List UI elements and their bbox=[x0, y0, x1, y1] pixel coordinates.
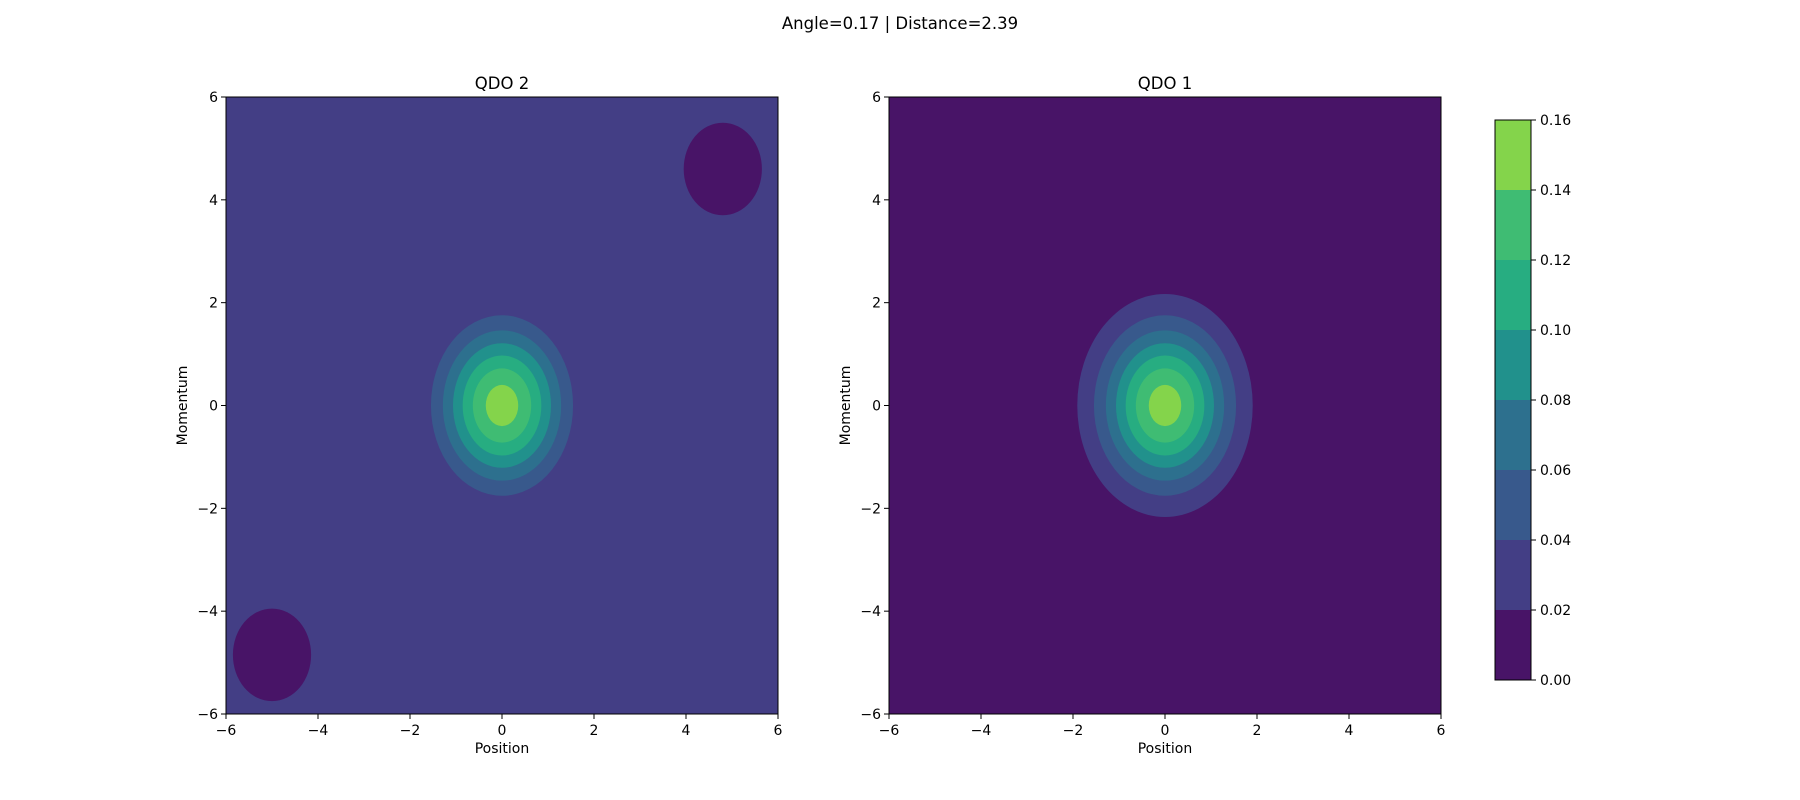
x-tick-label: −6 bbox=[879, 723, 900, 739]
colorbar: 0.00 0.02 0.04 0.06 0.08 0.10 0.12 0.14 0.16 bbox=[1494, 113, 1571, 689]
panel-title: QDO 1 bbox=[1138, 74, 1192, 93]
colorbar-band-1 bbox=[1495, 610, 1531, 680]
y-tick-label: 4 bbox=[209, 193, 218, 209]
colorbar-band-8 bbox=[1495, 120, 1531, 190]
panel-title: QDO 2 bbox=[475, 74, 529, 93]
colorbar-tick-label: 0.16 bbox=[1540, 113, 1571, 129]
x-tick-label: −6 bbox=[216, 723, 237, 739]
x-tick-label: −4 bbox=[971, 723, 992, 739]
x-axis-label: Position bbox=[475, 741, 530, 757]
colorbar-tick-label: 0.12 bbox=[1540, 253, 1571, 269]
y-axis-label: Momentum bbox=[838, 366, 854, 446]
contour-band-7 bbox=[1148, 384, 1182, 427]
colorbar-tick-label: 0.00 bbox=[1540, 673, 1571, 689]
y-tick-label: 0 bbox=[209, 399, 218, 415]
plot-area bbox=[226, 97, 778, 714]
panel-1: −6 −4 −2 0 2 4 6 −6 −4 −2 0 2 4 6 QDO 2 Position Momentu… bbox=[175, 74, 783, 757]
y-tick-label: −2 bbox=[197, 501, 218, 517]
colorbar-tick-label: 0.02 bbox=[1540, 603, 1571, 619]
x-tick-label: 6 bbox=[774, 723, 783, 739]
y-tick-label: −6 bbox=[860, 707, 881, 723]
colorbar-band-3 bbox=[1495, 470, 1531, 540]
y-tick-label: 6 bbox=[209, 90, 218, 106]
x-tick-label: −2 bbox=[400, 723, 421, 739]
y-tick-label: 2 bbox=[872, 296, 881, 312]
colorbar-band-7 bbox=[1495, 190, 1531, 260]
x-tick-label: −4 bbox=[308, 723, 329, 739]
colorbar-band-5 bbox=[1495, 330, 1531, 400]
colorbar-band-2 bbox=[1495, 540, 1531, 610]
y-tick-label: −2 bbox=[860, 501, 881, 517]
x-tick-label: 2 bbox=[590, 723, 599, 739]
colorbar-tick-label: 0.10 bbox=[1540, 323, 1571, 339]
contour-band-7 bbox=[485, 384, 519, 427]
contour-hole-1 bbox=[683, 122, 762, 216]
x-tick-label: 2 bbox=[1253, 723, 1262, 739]
y-tick-label: 2 bbox=[209, 296, 218, 312]
y-tick-label: 6 bbox=[872, 90, 881, 106]
y-tick-label: 4 bbox=[872, 193, 881, 209]
y-axis-label: Momentum bbox=[175, 366, 191, 446]
y-tick-label: −4 bbox=[860, 604, 881, 620]
y-tick-label: −6 bbox=[197, 707, 218, 723]
colorbar-tick-label: 0.04 bbox=[1540, 533, 1571, 549]
x-tick-label: 6 bbox=[1437, 723, 1446, 739]
x-tick-label: 4 bbox=[1345, 723, 1354, 739]
colorbar-band-6 bbox=[1495, 260, 1531, 330]
colorbar-band-4 bbox=[1495, 400, 1531, 470]
y-tick-label: −4 bbox=[197, 604, 218, 620]
x-axis-label: Position bbox=[1138, 741, 1193, 757]
x-tick-label: 0 bbox=[1161, 723, 1170, 739]
panel-2: −6 −4 −2 0 2 4 6 −6 −4 −2 0 2 4 6 QDO 1 Position Momentu… bbox=[838, 74, 1446, 757]
x-tick-label: −2 bbox=[1063, 723, 1084, 739]
y-tick-label: 0 bbox=[872, 399, 881, 415]
x-tick-label: 0 bbox=[498, 723, 507, 739]
plot-area bbox=[889, 97, 1441, 714]
contour-hole-2 bbox=[232, 608, 312, 702]
colorbar-tick-label: 0.14 bbox=[1540, 183, 1571, 199]
figure-suptitle: Angle=0.17 | Distance=2.39 bbox=[782, 14, 1018, 33]
colorbar-tick-label: 0.06 bbox=[1540, 463, 1571, 479]
colorbar-tick-label: 0.08 bbox=[1540, 393, 1571, 409]
panels: −6 −4 −2 0 2 4 6 −6 −4 −2 0 2 4 6 QDO 2 Position Momentu… bbox=[175, 74, 1446, 757]
x-tick-label: 4 bbox=[682, 723, 691, 739]
